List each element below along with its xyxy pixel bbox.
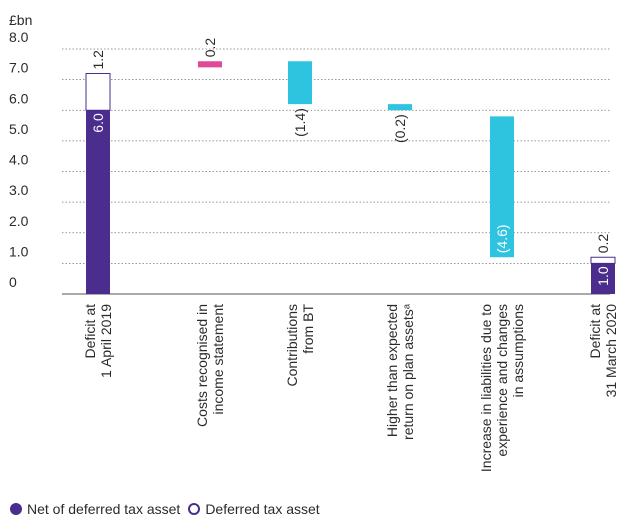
category-label: Deficit at 31 March 2020 (587, 304, 619, 398)
bar-decrease (288, 61, 312, 105)
category-label-line: income statement (210, 304, 226, 415)
category-label: Deficit at 1 April 2019 (82, 304, 114, 378)
data-label: 0.2 (595, 234, 611, 254)
y-tick-label: 6.0 (9, 90, 29, 106)
y-axis-label: £bn (9, 12, 32, 28)
category-label: Higher than expected return on plan asset… (384, 303, 416, 440)
legend-net-label: Net of deferred tax asset (27, 501, 181, 517)
category-label-line: Contributions (284, 304, 300, 387)
data-labels: 6.0 1.2 0.2 (1.4) (0.2) (4.6) 1.0 0.2 (90, 38, 611, 286)
data-label: 1.2 (90, 50, 106, 70)
category-label-line: 31 March 2020 (603, 304, 619, 398)
category-label-line: from BT (300, 304, 316, 354)
category-label-line: Deficit at (587, 304, 603, 359)
bars (85, 61, 616, 294)
bar-decrease (490, 116, 514, 258)
category-label-line: Increase in liabilities due to (478, 304, 494, 472)
y-tick-labels: 0 1.0 2.0 3.0 4.0 5.0 6.0 7.0 8.0 (9, 29, 29, 290)
category-label-line: experience and changes (494, 304, 510, 457)
y-tick-label: 2.0 (9, 213, 29, 229)
legend-net-swatch (10, 503, 22, 515)
legend-deferred-swatch (188, 503, 201, 515)
bar-deferred (590, 256, 616, 264)
y-tick-label: 0 (9, 274, 17, 290)
data-label: 1.0 (595, 266, 611, 286)
data-label: 0.2 (202, 38, 218, 58)
category-label-line: in assumptions (510, 304, 526, 397)
y-tick-label: 4.0 (9, 152, 29, 168)
category-label-line: Deficit at (82, 304, 98, 359)
category-label: Increase in liabilities due to experience… (478, 304, 526, 472)
category-label-line: 1 April 2019 (98, 304, 114, 378)
data-label: (0.2) (392, 114, 408, 143)
y-tick-label: 7.0 (9, 60, 29, 76)
bar-deferred (85, 73, 111, 111)
category-label: Contributions from BT (284, 304, 316, 387)
legend-item-deferred: Deferred tax asset (188, 501, 320, 517)
legend-deferred-label: Deferred tax asset (205, 501, 320, 517)
legend-item-net: Net of deferred tax asset (10, 501, 180, 517)
gridlines (62, 48, 610, 295)
bar-total (86, 110, 110, 294)
data-label: (1.4) (292, 108, 308, 137)
category-label-line: return on plan assetsᵃ (400, 303, 416, 440)
legend: Net of deferred tax asset Deferred tax a… (10, 501, 328, 517)
category-label-line: Costs recognised in (194, 304, 210, 427)
category-labels: Deficit at 1 April 2019 Costs recognised i… (82, 303, 619, 472)
data-label: (4.6) (494, 224, 510, 253)
bar-increase (198, 61, 222, 68)
data-label: 6.0 (90, 113, 106, 133)
category-label-line: Higher than expected (384, 304, 400, 437)
y-tick-label: 1.0 (9, 243, 29, 259)
bar-total (591, 263, 615, 294)
y-tick-label: 3.0 (9, 182, 29, 198)
category-label: Costs recognised in income statement (194, 304, 226, 427)
y-tick-label: 8.0 (9, 29, 29, 45)
y-tick-label: 5.0 (9, 121, 29, 137)
bar-decrease (388, 104, 412, 111)
